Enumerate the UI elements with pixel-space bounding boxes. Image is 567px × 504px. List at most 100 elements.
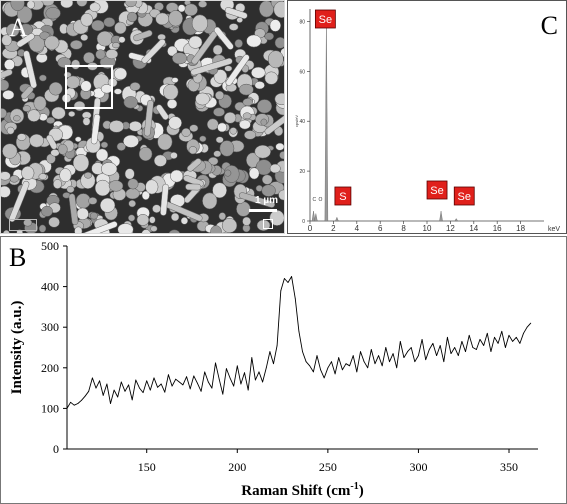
- sem-particle: [199, 135, 207, 142]
- raman-data-point: [178, 381, 180, 383]
- sem-rod: [264, 114, 284, 135]
- raman-data-point: [428, 349, 430, 350]
- raman-y-tick-label: 500: [41, 239, 59, 253]
- raman-x-axis-label: Raman Shift (cm-1): [241, 481, 364, 499]
- sem-particle: [145, 179, 159, 195]
- sem-particle: [94, 179, 111, 197]
- raman-x-tick-label: 350: [500, 460, 518, 474]
- raman-data-point: [265, 367, 267, 369]
- raman-data-point: [327, 367, 329, 369]
- sem-rod: [76, 221, 118, 233]
- raman-data-point: [418, 355, 419, 356]
- raman-data-point: [284, 278, 285, 279]
- raman-data-point: [378, 355, 379, 356]
- sem-particle: [269, 209, 284, 226]
- eds-x-tick-label: 2: [331, 224, 336, 233]
- scale-bar: [249, 209, 277, 212]
- raman-data-point: [258, 371, 260, 373]
- eds-x-tick-label: 14: [469, 224, 478, 233]
- sem-particle: [242, 216, 251, 226]
- panel-a-letter: A: [9, 13, 28, 42]
- raman-data-point: [305, 361, 307, 363]
- sem-rod: [68, 193, 79, 226]
- sem-particle: [279, 151, 284, 160]
- raman-data-point: [512, 341, 513, 342]
- raman-data-point: [262, 381, 263, 383]
- sem-inset-box: [65, 65, 113, 109]
- sem-particle: [128, 199, 136, 208]
- raman-data-point: [193, 375, 195, 377]
- raman-data-point: [381, 365, 383, 367]
- sem-particle: [181, 128, 191, 137]
- sem-particle: [83, 52, 95, 64]
- eds-element-label: Se: [426, 180, 448, 200]
- sem-rod: [1, 68, 13, 81]
- sem-rod: [160, 183, 169, 216]
- sem-particle: [269, 19, 281, 32]
- sem-micrograph: [1, 1, 284, 233]
- sem-particle: [124, 168, 135, 180]
- sem-particle: [202, 192, 218, 210]
- raman-data-point: [302, 351, 303, 352]
- sem-particle: [127, 178, 139, 190]
- raman-x-tick-label: 150: [138, 460, 156, 474]
- raman-data-point: [414, 361, 416, 363]
- raman-data-point: [135, 379, 137, 381]
- sem-particle: [210, 225, 222, 233]
- sem-particle: [167, 45, 178, 57]
- sem-particle: [48, 81, 63, 96]
- raman-data-point: [436, 355, 437, 356]
- sem-particle: [4, 59, 15, 71]
- eds-peak: [335, 216, 339, 222]
- raman-data-point: [338, 357, 340, 358]
- raman-data-point: [515, 336, 517, 338]
- eds-x-axis-label: keV: [548, 226, 560, 233]
- raman-data-point: [407, 351, 408, 352]
- raman-data-point: [149, 389, 151, 391]
- eds-peak: [439, 210, 443, 222]
- sem-particle: [168, 229, 180, 233]
- panel-b-letter: B: [9, 243, 27, 272]
- raman-y-tick-label: 100: [41, 401, 59, 415]
- sem-particle: [88, 197, 98, 205]
- sem-particle: [238, 83, 254, 96]
- sem-rod: [16, 33, 35, 48]
- sem-particle: [89, 2, 101, 12]
- sem-particle: [74, 136, 82, 143]
- sem-particle: [91, 19, 105, 32]
- raman-data-point: [273, 363, 274, 365]
- sem-particle: [198, 1, 208, 8]
- raman-data-point: [313, 371, 314, 373]
- raman-data-point: [226, 368, 227, 369]
- sem-particle: [80, 80, 92, 92]
- eds-element-label-box: [453, 186, 475, 206]
- sem-particle: [206, 118, 219, 131]
- sem-particle: [213, 107, 225, 117]
- raman-data-point: [432, 343, 434, 344]
- sem-rod: [187, 158, 202, 172]
- raman-y-axis-label: Intensity (a.u.): [9, 301, 25, 395]
- sem-particle: [38, 173, 47, 180]
- sem-particle: [123, 134, 139, 148]
- raman-data-point: [421, 339, 423, 340]
- sem-rod: [224, 7, 248, 19]
- sem-particle: [95, 49, 106, 60]
- raman-data-point: [403, 357, 405, 358]
- sem-particle: [223, 112, 237, 124]
- raman-data-point: [479, 339, 481, 340]
- sem-particle: [128, 121, 142, 132]
- sem-rod: [8, 180, 30, 222]
- sem-particle: [248, 167, 260, 180]
- sem-particle: [2, 143, 18, 159]
- eds-element-label-text: Se: [430, 185, 443, 197]
- eds-small-peak-label: O: [319, 197, 323, 203]
- sem-rod: [144, 99, 154, 137]
- sem-particle: [90, 212, 98, 220]
- raman-data-point: [113, 389, 115, 391]
- sem-particle: [273, 1, 284, 19]
- raman-data-point: [298, 330, 300, 332]
- raman-data-point: [356, 371, 358, 373]
- raman-data-point: [399, 341, 401, 342]
- sem-particle: [80, 34, 89, 41]
